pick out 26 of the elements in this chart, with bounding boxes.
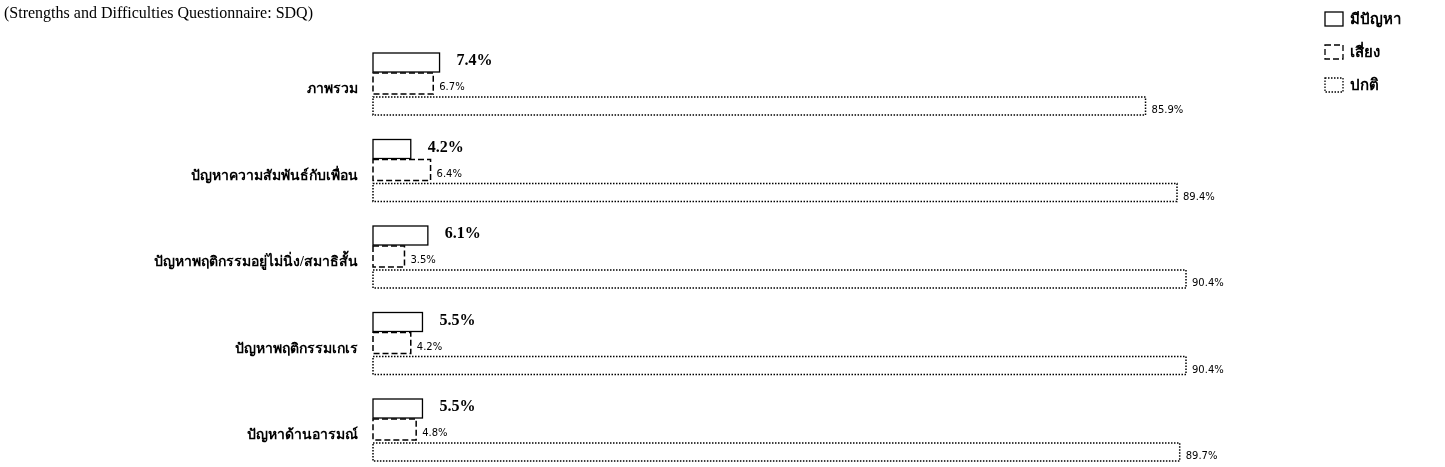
data-label: 6.7% [439, 81, 465, 92]
bar [372, 182, 1178, 203]
data-label: 4.2% [427, 137, 464, 155]
data-label: 5.5% [439, 397, 476, 414]
legend-label: มีปัญหา [1350, 11, 1401, 28]
y-tick-label: ปัญหาพฤติกรรมอยู่ไม่นิ่ง/สมาธิสั้น [154, 250, 358, 270]
data-label: 5.5% [439, 310, 476, 328]
y-tick-label: ปัญหาความสัมพันธ์กับเพื่อน [191, 164, 358, 184]
data-label: 6.4% [436, 167, 462, 179]
data-label: 90.4% [1192, 363, 1224, 375]
data-label: 3.5% [410, 254, 436, 265]
data-label: 4.8% [422, 427, 448, 438]
data-label: 4.2% [416, 340, 443, 352]
data-label: 89.4% [1183, 190, 1215, 202]
data-label: 90.4% [1192, 277, 1224, 288]
legend-label: เสี่ยง [1350, 41, 1380, 60]
data-label: 85.9% [1151, 104, 1184, 115]
data-label: 89.7% [1185, 450, 1218, 461]
legend-label: ปกติ [1350, 76, 1379, 93]
y-tick-label: ปัญหาพฤติกรรมเกเร [235, 340, 358, 357]
y-tick-label: ภาพรวม [307, 81, 358, 96]
bar [372, 355, 1187, 376]
text: (Strengths and Difficulties Questionnaire: SDQ) [4, 4, 313, 22]
data-label: 6.1% [444, 224, 481, 241]
y-tick-label: ปัญหาด้านอารมณ์ [247, 426, 358, 443]
data-label: 7.4% [456, 51, 493, 68]
